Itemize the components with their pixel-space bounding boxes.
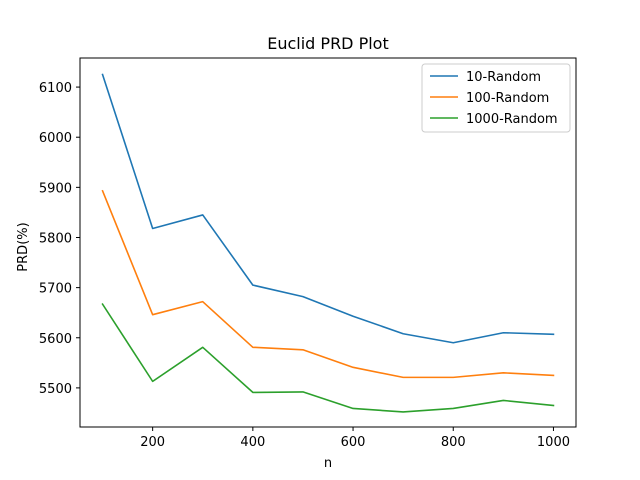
- y-axis-label: PRD(%): [16, 222, 31, 271]
- y-tick-label: 5600: [39, 332, 72, 347]
- y-tick-label: 6000: [39, 131, 72, 146]
- x-tick-label: 800: [441, 435, 466, 450]
- x-tick-label: 1000: [537, 435, 570, 450]
- legend: 10-Random 100-Random 1000-Random: [421, 63, 571, 133]
- legend-box: [421, 63, 571, 133]
- legend-label-3: 1000-Random: [466, 112, 558, 127]
- x-axis-ticks: 200 400 600 800 1000: [140, 427, 570, 450]
- x-tick-label: 600: [341, 435, 366, 450]
- plot-lines: [101, 73, 555, 413]
- series-line-1: [101, 73, 555, 344]
- series-line-2: [101, 189, 555, 379]
- axes-frame: [79, 57, 577, 428]
- y-tick-label: 5900: [39, 181, 72, 196]
- y-tick-label: 5800: [39, 231, 72, 246]
- legend-label-2: 100-Random: [466, 91, 549, 106]
- x-tick-label: 200: [140, 435, 165, 450]
- y-tick-label: 5700: [39, 282, 72, 297]
- series-line-3: [101, 303, 555, 413]
- x-tick-label: 400: [240, 435, 265, 450]
- y-tick-label: 6100: [39, 81, 72, 96]
- y-tick-label: 5500: [39, 382, 72, 397]
- chart-title: Euclid PRD Plot: [267, 34, 389, 53]
- legend-label-1: 10-Random: [466, 70, 541, 85]
- x-axis-label: n: [324, 456, 332, 471]
- y-axis-ticks: 5500 5600 5700 5800 5900 6000 6100: [39, 81, 80, 397]
